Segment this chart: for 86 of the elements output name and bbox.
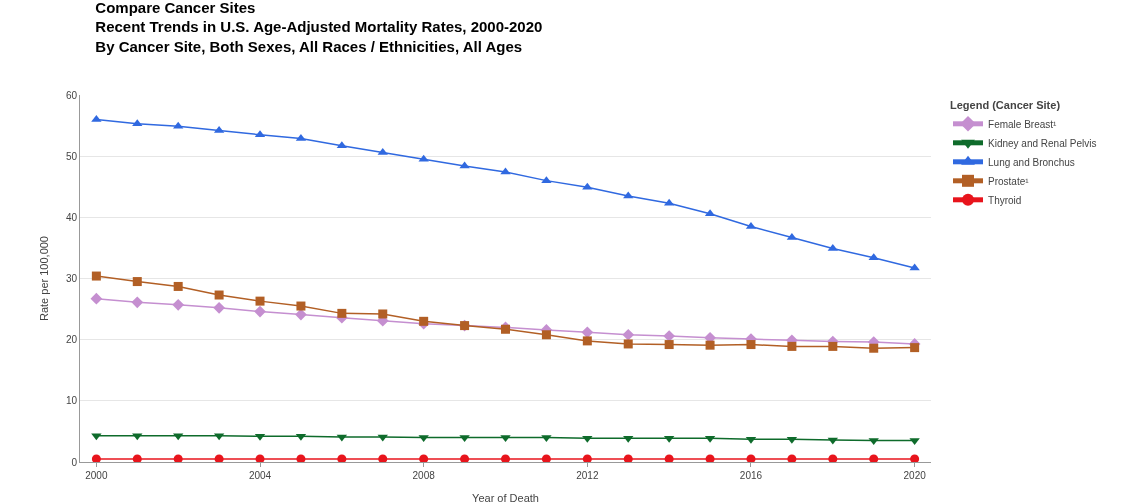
- point: [664, 340, 674, 350]
- legend-title: Legend (Cancer Site): [950, 99, 1061, 112]
- point: [582, 336, 592, 346]
- point: [378, 309, 388, 319]
- point: [869, 454, 879, 462]
- point: [746, 454, 756, 462]
- point: [541, 435, 552, 443]
- point: [337, 454, 347, 462]
- point: [622, 328, 635, 341]
- legend-label: Prostate¹: [988, 175, 1030, 187]
- x-tick-label: 2008: [412, 470, 436, 481]
- point: [172, 298, 185, 311]
- point: [868, 438, 879, 446]
- point: [828, 341, 838, 351]
- point: [501, 454, 510, 462]
- legend-label: Female Breast¹: [988, 118, 1058, 130]
- chart-title: Compare Cancer Sites: [95, 0, 256, 16]
- point: [296, 454, 306, 462]
- point: [869, 343, 879, 353]
- point: [582, 454, 592, 462]
- point: [459, 435, 470, 443]
- x-tick-label: 2004: [248, 470, 272, 481]
- y-tick-label: 30: [65, 273, 78, 284]
- point: [213, 302, 225, 314]
- point: [255, 454, 265, 462]
- legend-label: Kidney and Renal Pelvis: [988, 137, 1097, 149]
- point: [337, 308, 347, 318]
- point: [746, 340, 756, 350]
- point: [377, 434, 388, 442]
- point: [214, 290, 224, 300]
- point: [910, 454, 920, 462]
- point: [582, 182, 593, 190]
- point: [91, 271, 101, 281]
- x-tick-label: 2016: [739, 470, 763, 481]
- point: [90, 292, 103, 305]
- point: [132, 454, 142, 462]
- point: [623, 454, 633, 462]
- point: [173, 281, 183, 291]
- point: [214, 454, 224, 462]
- point: [787, 341, 797, 351]
- y-axis-title: Rate per 100,000: [38, 235, 50, 322]
- point: [828, 454, 838, 462]
- point: [419, 454, 429, 462]
- point: [131, 296, 144, 309]
- point: [132, 433, 143, 441]
- point: [459, 161, 470, 169]
- point: [173, 454, 183, 462]
- point: [419, 316, 429, 326]
- point: [664, 454, 674, 462]
- point: [541, 454, 551, 462]
- point: [663, 330, 675, 342]
- y-tick-label: 40: [65, 211, 78, 223]
- x-axis-title: Year of Death: [472, 492, 539, 504]
- y-tick-label: 0: [71, 456, 78, 468]
- point: [460, 454, 470, 462]
- y-tick-label: 20: [65, 334, 78, 346]
- point: [910, 343, 920, 353]
- point: [500, 167, 511, 175]
- point: [418, 435, 429, 443]
- point: [296, 301, 306, 311]
- x-tick-label: 2020: [903, 470, 927, 481]
- point: [705, 454, 715, 462]
- point: [623, 339, 633, 349]
- y-tick-label: 10: [65, 395, 78, 407]
- point: [255, 296, 265, 306]
- y-tick-label: 60: [65, 89, 78, 101]
- point: [500, 435, 511, 443]
- point: [132, 277, 142, 287]
- legend-label: Thyroid: [988, 194, 1022, 206]
- point: [623, 435, 634, 443]
- chart-subtitle: Recent Trends in U.S. Age-Adjusted Mortality Rates, 2000-2020 By Cancer Site, Both Sexes, All Races / Ethnicities, All Ages: [95, 18, 543, 55]
- x-tick-label: 2000: [85, 470, 108, 481]
- point: [623, 191, 634, 199]
- point: [909, 438, 920, 446]
- point: [705, 340, 715, 350]
- point: [787, 454, 797, 462]
- point: [254, 305, 266, 318]
- point: [91, 433, 102, 441]
- point: [91, 114, 102, 122]
- point: [91, 454, 101, 462]
- point: [582, 435, 593, 443]
- x-tick-label: 2012: [576, 470, 599, 481]
- point: [378, 454, 388, 462]
- point: [541, 330, 551, 340]
- y-tick-label: 50: [65, 150, 78, 162]
- legend-label: Lung and Bronchus: [988, 156, 1075, 168]
